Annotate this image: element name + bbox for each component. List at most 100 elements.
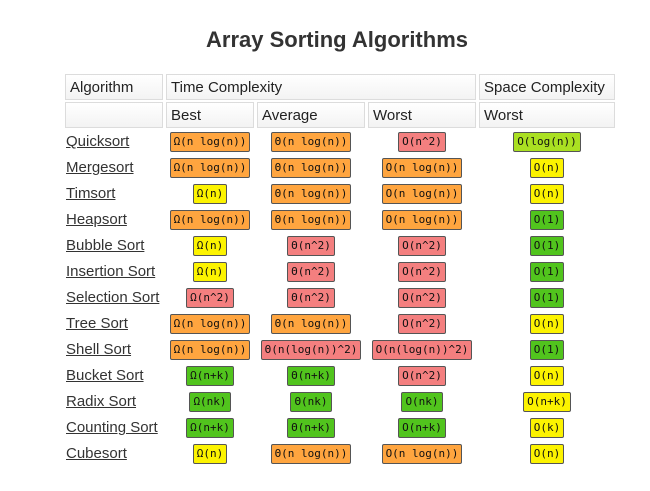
space-complexity-badge: O(n): [529, 158, 565, 178]
best-cell: Ω(n log(n)): [166, 312, 254, 336]
worst-complexity-badge: O(n^2): [398, 236, 446, 256]
worst-complexity-badge: O(n log(n)): [381, 444, 463, 464]
table-row: Bucket Sort Ω(n+k) Θ(n+k) O(n^2) O(n): [65, 364, 615, 388]
header-row-primary: Algorithm Time Complexity Space Complexi…: [65, 74, 615, 100]
page-title: Array Sorting Algorithms: [206, 27, 468, 52]
best-complexity-badge: Ω(n log(n)): [169, 158, 251, 178]
space-complexity-badge: O(n+k): [523, 392, 571, 412]
average-complexity-badge: Θ(n log(n)): [270, 158, 352, 178]
table-row: Cubesort Ω(n) Θ(n log(n)) O(n log(n)) O(n): [65, 442, 615, 466]
best-complexity-badge: Ω(n): [192, 236, 228, 256]
algorithm-link[interactable]: Cubesort: [66, 445, 127, 462]
average-complexity-badge: Θ(n^2): [287, 236, 335, 256]
best-cell: Ω(n log(n)): [166, 208, 254, 232]
worst-complexity-badge: O(n log(n)): [381, 210, 463, 230]
best-complexity-badge: Ω(n): [192, 184, 228, 204]
average-complexity-badge: Θ(n(log(n))^2): [260, 340, 362, 360]
worst-complexity-badge: O(n log(n)): [381, 184, 463, 204]
average-complexity-badge: Θ(n+k): [287, 418, 335, 438]
space-cell: O(n+k): [479, 390, 615, 414]
algorithm-link[interactable]: Timsort: [66, 185, 116, 202]
worst-cell: O(n^2): [368, 286, 476, 310]
space-cell: O(1): [479, 286, 615, 310]
average-cell: Θ(n log(n)): [257, 442, 365, 466]
worst-cell: O(n log(n)): [368, 208, 476, 232]
algorithm-cell: Insertion Sort: [65, 260, 163, 284]
best-cell: Ω(n): [166, 260, 254, 284]
table-row: Tree Sort Ω(n log(n)) Θ(n log(n)) O(n^2) O(n…: [65, 312, 615, 336]
average-complexity-badge: Θ(n log(n)): [270, 132, 352, 152]
table-row: Heapsort Ω(n log(n)) Θ(n log(n)) O(n log(n)…: [65, 208, 615, 232]
algorithm-link[interactable]: Bubble Sort: [66, 237, 145, 254]
table-row: Bubble Sort Ω(n) Θ(n^2) O(n^2) O(1): [65, 234, 615, 258]
table-row: Radix Sort Ω(nk) Θ(nk) O(nk) O(n+k): [65, 390, 615, 414]
average-cell: Θ(n log(n)): [257, 208, 365, 232]
average-complexity-badge: Θ(n log(n)): [270, 210, 352, 230]
algorithm-cell: Tree Sort: [65, 312, 163, 336]
worst-complexity-badge: O(n(log(n))^2): [371, 340, 473, 360]
algorithm-cell: Shell Sort: [65, 338, 163, 362]
best-cell: Ω(n log(n)): [166, 130, 254, 154]
worst-cell: O(n log(n)): [368, 442, 476, 466]
algorithm-link[interactable]: Quicksort: [66, 133, 130, 150]
algorithm-link[interactable]: Insertion Sort: [66, 263, 156, 280]
header-algorithm: Algorithm: [65, 74, 163, 100]
worst-cell: O(n(log(n))^2): [368, 338, 476, 362]
space-cell: O(1): [479, 260, 615, 284]
worst-cell: O(nk): [368, 390, 476, 414]
table-row: Quicksort Ω(n log(n)) Θ(n log(n)) O(n^2) O(l…: [65, 130, 615, 154]
space-cell: O(log(n)): [479, 130, 615, 154]
best-complexity-badge: Ω(n log(n)): [169, 340, 251, 360]
worst-complexity-badge: O(n log(n)): [381, 158, 463, 178]
average-cell: Θ(n log(n)): [257, 130, 365, 154]
complexity-table: Algorithm Time Complexity Space Complexi…: [62, 72, 618, 468]
table-row: Mergesort Ω(n log(n)) Θ(n log(n)) O(n log(n…: [65, 156, 615, 180]
average-cell: Θ(n+k): [257, 364, 365, 388]
worst-cell: O(n^2): [368, 312, 476, 336]
worst-cell: O(n log(n)): [368, 156, 476, 180]
best-cell: Ω(n): [166, 234, 254, 258]
space-cell: O(n): [479, 312, 615, 336]
algorithm-link[interactable]: Heapsort: [66, 211, 127, 228]
header-row-secondary: Best Average Worst Worst: [65, 102, 615, 128]
header-space-worst: Worst: [479, 102, 615, 128]
algorithm-link[interactable]: Mergesort: [66, 159, 134, 176]
best-complexity-badge: Ω(n+k): [186, 418, 234, 438]
best-complexity-badge: Ω(n log(n)): [169, 314, 251, 334]
algorithm-link[interactable]: Shell Sort: [66, 341, 132, 358]
space-complexity-badge: O(1): [529, 236, 565, 256]
space-complexity-badge: O(1): [529, 210, 565, 230]
space-complexity-badge: O(n): [529, 444, 565, 464]
best-cell: Ω(n+k): [166, 416, 254, 440]
algorithm-link[interactable]: Selection Sort: [66, 289, 160, 306]
best-complexity-badge: Ω(n log(n)): [169, 132, 251, 152]
algorithm-cell: Mergesort: [65, 156, 163, 180]
algorithm-link[interactable]: Bucket Sort: [66, 367, 144, 384]
average-cell: Θ(n+k): [257, 416, 365, 440]
algorithm-cell: Bucket Sort: [65, 364, 163, 388]
best-cell: Ω(n log(n)): [166, 338, 254, 362]
algorithm-cell: Timsort: [65, 182, 163, 206]
best-cell: Ω(n^2): [166, 286, 254, 310]
algorithm-link[interactable]: Tree Sort: [66, 315, 128, 332]
space-complexity-badge: O(1): [529, 288, 565, 308]
best-complexity-badge: Ω(nk): [189, 392, 231, 412]
space-complexity-badge: O(n): [529, 184, 565, 204]
space-cell: O(n): [479, 364, 615, 388]
average-cell: Θ(n^2): [257, 286, 365, 310]
space-complexity-badge: O(log(n)): [513, 132, 581, 152]
worst-cell: O(n^2): [368, 234, 476, 258]
average-complexity-badge: Θ(n+k): [287, 366, 335, 386]
header-best: Best: [166, 102, 254, 128]
table-row: Selection Sort Ω(n^2) Θ(n^2) O(n^2) O(1): [65, 286, 615, 310]
algorithm-link[interactable]: Radix Sort: [66, 393, 137, 410]
best-cell: Ω(nk): [166, 390, 254, 414]
best-cell: Ω(n): [166, 442, 254, 466]
space-complexity-badge: O(k): [529, 418, 565, 438]
average-cell: Θ(n^2): [257, 234, 365, 258]
best-complexity-badge: Ω(n): [192, 444, 228, 464]
space-cell: O(n): [479, 442, 615, 466]
algorithm-link[interactable]: Counting Sort: [66, 419, 158, 436]
average-complexity-badge: Θ(n log(n)): [270, 314, 352, 334]
algorithm-cell: Quicksort: [65, 130, 163, 154]
